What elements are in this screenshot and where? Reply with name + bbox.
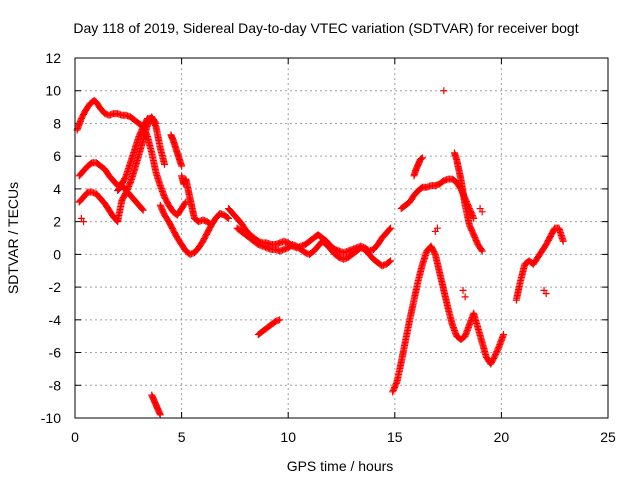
x-tick-label: 25 [600, 429, 616, 445]
y-tick-label: 0 [53, 246, 61, 262]
data-point [161, 160, 169, 168]
x-tick-label: 0 [71, 429, 79, 445]
data-point [477, 246, 485, 254]
y-tick-label: -6 [49, 345, 62, 361]
data-point [80, 218, 88, 226]
data-point [156, 411, 164, 419]
data-point [417, 155, 425, 163]
data-point [500, 331, 508, 339]
x-tick-label: 5 [178, 429, 186, 445]
y-tick-label: 2 [53, 214, 61, 230]
chart-title: Day 118 of 2019, Sidereal Day-to-day VTE… [73, 20, 578, 36]
y-tick-label: 10 [45, 83, 61, 99]
data-point [542, 290, 550, 298]
data-point [459, 286, 467, 294]
data-point [461, 293, 469, 301]
x-tick-label: 15 [387, 429, 403, 445]
x-axis-ticks: 0 5 10 15 20 25 [71, 58, 616, 445]
data-point [386, 225, 394, 233]
data-point [478, 208, 486, 216]
data-point [207, 221, 215, 229]
y-axis-label: SDTVAR / TECUs [5, 182, 21, 294]
data-point [387, 224, 395, 232]
data-point [478, 247, 486, 255]
x-tick-label: 10 [280, 429, 296, 445]
y-tick-label: 4 [53, 181, 61, 197]
data-point [181, 199, 189, 207]
x-axis-label: GPS time / hours [287, 458, 394, 474]
data-point [206, 220, 214, 228]
data-points [73, 87, 567, 419]
y-tick-label: 12 [45, 50, 61, 66]
y-tick-label: -8 [49, 377, 62, 393]
y-axis-ticks: -10 -8 -6 -4 -2 0 2 4 6 8 10 12 [41, 50, 608, 426]
y-tick-label: -2 [49, 279, 62, 295]
data-point [151, 118, 159, 126]
data-point [152, 119, 160, 127]
data-point [178, 162, 186, 170]
data-point [225, 214, 233, 222]
y-tick-label: -10 [41, 410, 61, 426]
data-point [385, 258, 393, 266]
data-point [559, 237, 567, 245]
data-point [419, 154, 427, 162]
y-tick-label: 8 [53, 115, 61, 131]
data-point [387, 257, 395, 265]
data-point [139, 206, 147, 214]
y-tick-label: 6 [53, 148, 61, 164]
data-point [138, 205, 146, 213]
data-point [276, 316, 284, 324]
y-tick-label: -4 [49, 312, 62, 328]
data-point [223, 214, 231, 222]
plot-frame [74, 57, 609, 419]
data-point [440, 87, 448, 95]
data-point [433, 224, 441, 232]
x-tick-label: 20 [494, 429, 510, 445]
grid-lines [75, 58, 608, 418]
